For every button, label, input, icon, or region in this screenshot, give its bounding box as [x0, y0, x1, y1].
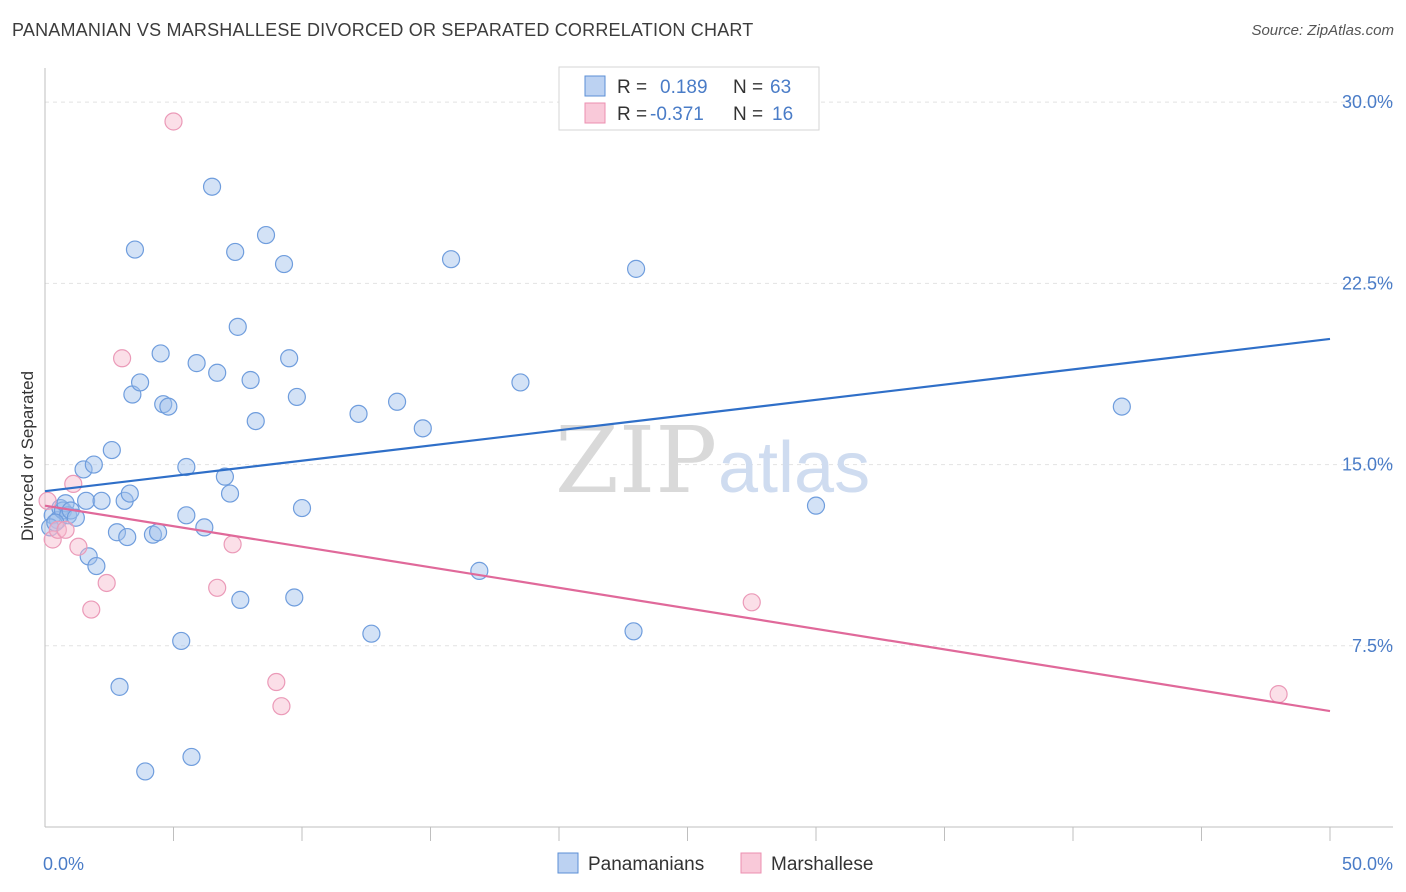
trend-lines [44, 337, 1331, 713]
panamanian-point-39 [226, 242, 245, 262]
marshallese-point-6 [82, 600, 101, 619]
panamanian-point-16 [110, 677, 129, 696]
panamanian-point-40 [228, 317, 247, 336]
marshallese-point-4 [64, 474, 83, 494]
panamanian-point-37 [215, 467, 234, 486]
panamanian-point-21 [125, 240, 145, 259]
legend-swatch-blue [584, 75, 606, 97]
panamanian-point-53 [413, 419, 432, 438]
legend-r-value-2: -0.371 [650, 104, 704, 125]
marshallese-point-13 [272, 697, 291, 716]
x-tick-label-0: 0.0% [43, 854, 84, 874]
stats-legend: R = 0.189 N = 63 R = -0.371 N = 16 [558, 66, 820, 131]
panamanian-point-18 [118, 527, 137, 547]
panamanian-point-23 [136, 762, 155, 781]
marshallese-point-15 [1269, 685, 1288, 704]
panamanian-point-41 [231, 590, 250, 609]
watermark-zip: ZIP [555, 407, 717, 514]
panamanian-point-25 [148, 523, 168, 542]
panamanian-point-13 [92, 491, 111, 510]
legend-n-value-1: 63 [770, 77, 791, 98]
panamanian-point-58 [626, 259, 646, 278]
panamanian-point-57 [624, 622, 643, 641]
panamanian-point-22 [130, 373, 150, 392]
legend-r-value-1: 0.189 [660, 77, 708, 98]
trend-line-panamanians [44, 337, 1331, 493]
panamanian-point-29 [172, 631, 191, 651]
y-axis-label: Divorced or Separated [18, 371, 37, 541]
panamanian-point-26 [151, 344, 170, 363]
panamanian-point-49 [292, 498, 312, 518]
marshallese-point-11 [223, 535, 242, 554]
marshallese-point-12 [267, 672, 286, 692]
marshallese-point-14 [742, 593, 761, 612]
panamanian-point-12 [87, 556, 106, 576]
panamanian-point-19 [120, 484, 139, 503]
panamanian-point-60 [1112, 397, 1131, 416]
panamanian-point-34 [195, 518, 214, 537]
legend-n-label-2: N = [733, 104, 763, 125]
panamanian-point-14 [102, 440, 121, 460]
series-marshallese-points [38, 112, 1288, 716]
axes [44, 68, 1393, 841]
panamanian-point-11 [84, 455, 103, 474]
marshallese-point-1 [43, 530, 62, 549]
y-tick-label-3: 30.0% [1342, 92, 1393, 112]
marshallese-point-3 [56, 520, 75, 539]
legend-r-label-1: R = [617, 77, 647, 98]
marshallese-point-7 [97, 573, 116, 593]
panamanian-point-38 [220, 484, 240, 503]
marshallese-point-5 [69, 537, 88, 556]
panamanian-point-59 [806, 496, 826, 515]
panamanian-point-7 [66, 508, 85, 527]
source-label: Source: ZipAtlas.com [1251, 22, 1394, 39]
panamanian-point-42 [241, 370, 260, 390]
series-panamanians-points [41, 177, 1131, 781]
panamanian-point-35 [202, 177, 222, 196]
x-tick-labels: 0.0% 50.0% [43, 854, 1393, 874]
panamanian-point-32 [182, 747, 201, 767]
panamanian-point-15 [107, 523, 127, 542]
legend-r-label-2: R = [617, 104, 647, 125]
panamanian-point-50 [349, 404, 368, 423]
marshallese-point-2 [48, 520, 67, 539]
panamanian-point-33 [187, 354, 206, 373]
y-tick-label-2: 22.5% [1342, 273, 1393, 293]
panamanian-point-9 [77, 491, 96, 510]
panamanian-point-43 [246, 411, 265, 431]
panamanian-point-31 [177, 506, 196, 525]
series-legend: Panamanians Marshallese [557, 852, 873, 875]
legend-label-marshallese: Marshallese [771, 854, 873, 875]
legend-n-label-1: N = [733, 77, 763, 98]
panamanian-point-56 [511, 373, 530, 392]
panamanian-point-8 [74, 460, 93, 479]
panamanian-point-51 [362, 624, 381, 643]
legend-swatch-pink [584, 102, 606, 124]
panamanian-point-54 [441, 250, 461, 269]
legend-swatch-panamanians [557, 852, 579, 874]
legend-label-panamanians: Panamanians [588, 854, 704, 875]
panamanian-point-28 [159, 397, 178, 416]
x-tick-label-1: 50.0% [1342, 854, 1393, 874]
panamanian-point-47 [285, 588, 304, 607]
y-tick-label-0: 7.5% [1352, 636, 1393, 656]
panamanian-point-36 [208, 363, 227, 382]
panamanian-point-52 [387, 392, 407, 411]
chart-title: PANAMANIAN VS MARSHALLESE DIVORCED OR SE… [12, 20, 754, 40]
watermark-atlas: atlas [718, 428, 870, 508]
legend-swatch-marshallese [740, 852, 762, 874]
panamanian-point-44 [256, 225, 276, 245]
y-tick-labels: 7.5% 15.0% 22.5% 30.0% [1342, 92, 1393, 656]
marshallese-point-8 [112, 349, 132, 368]
trend-line-marshallese [44, 504, 1331, 713]
marshallese-point-9 [164, 112, 183, 131]
legend-n-value-2: 16 [772, 104, 793, 125]
panamanian-point-48 [287, 387, 306, 407]
marshallese-point-0 [38, 491, 57, 510]
y-tick-label-1: 15.0% [1342, 455, 1393, 475]
panamanian-point-46 [280, 349, 299, 368]
marshallese-point-10 [208, 578, 227, 597]
panamanian-point-45 [274, 254, 294, 274]
